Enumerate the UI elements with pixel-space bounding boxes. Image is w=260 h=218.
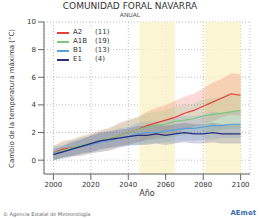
- svg-text:Cambio de la temperatura máxim: Cambio de la temperatura máxima (°C): [8, 29, 16, 168]
- svg-text:8: 8: [32, 46, 36, 54]
- html-text:AEmet: AEmet: [230, 209, 256, 217]
- svg-text:4: 4: [32, 101, 37, 109]
- html-text:(4): (4): [95, 55, 105, 63]
- svg-text:10: 10: [27, 18, 36, 26]
- html-text:(11): (11): [95, 28, 110, 36]
- svg-text:2040: 2040: [119, 181, 137, 189]
- html-text:© Agencia Estatal de Meteorolo: © Agencia Estatal de Meteorología: [3, 211, 91, 217]
- html-text:COMUNIDAD FORAL NAVARRA: COMUNIDAD FORAL NAVARRA: [62, 1, 198, 11]
- html-text:E1: E1: [73, 55, 82, 63]
- svg-text:2100: 2100: [232, 181, 250, 189]
- svg-text:2080: 2080: [194, 181, 212, 189]
- svg-text:2: 2: [32, 129, 36, 137]
- svg-text:6: 6: [32, 74, 37, 82]
- svg-text:2020: 2020: [82, 181, 100, 189]
- svg-text:Año: Año: [139, 189, 155, 198]
- html-text:A2: A2: [73, 28, 83, 36]
- html-text:(13): (13): [95, 46, 110, 54]
- html-text:ANUAL: ANUAL: [119, 11, 141, 18]
- html-text:(19): (19): [95, 37, 110, 45]
- svg-text:2060: 2060: [157, 181, 175, 189]
- html-text:A1B: A1B: [73, 37, 87, 45]
- svg-text:2000: 2000: [44, 181, 62, 189]
- svg-text:0: 0: [32, 157, 36, 165]
- html-text:B1: B1: [73, 46, 83, 54]
